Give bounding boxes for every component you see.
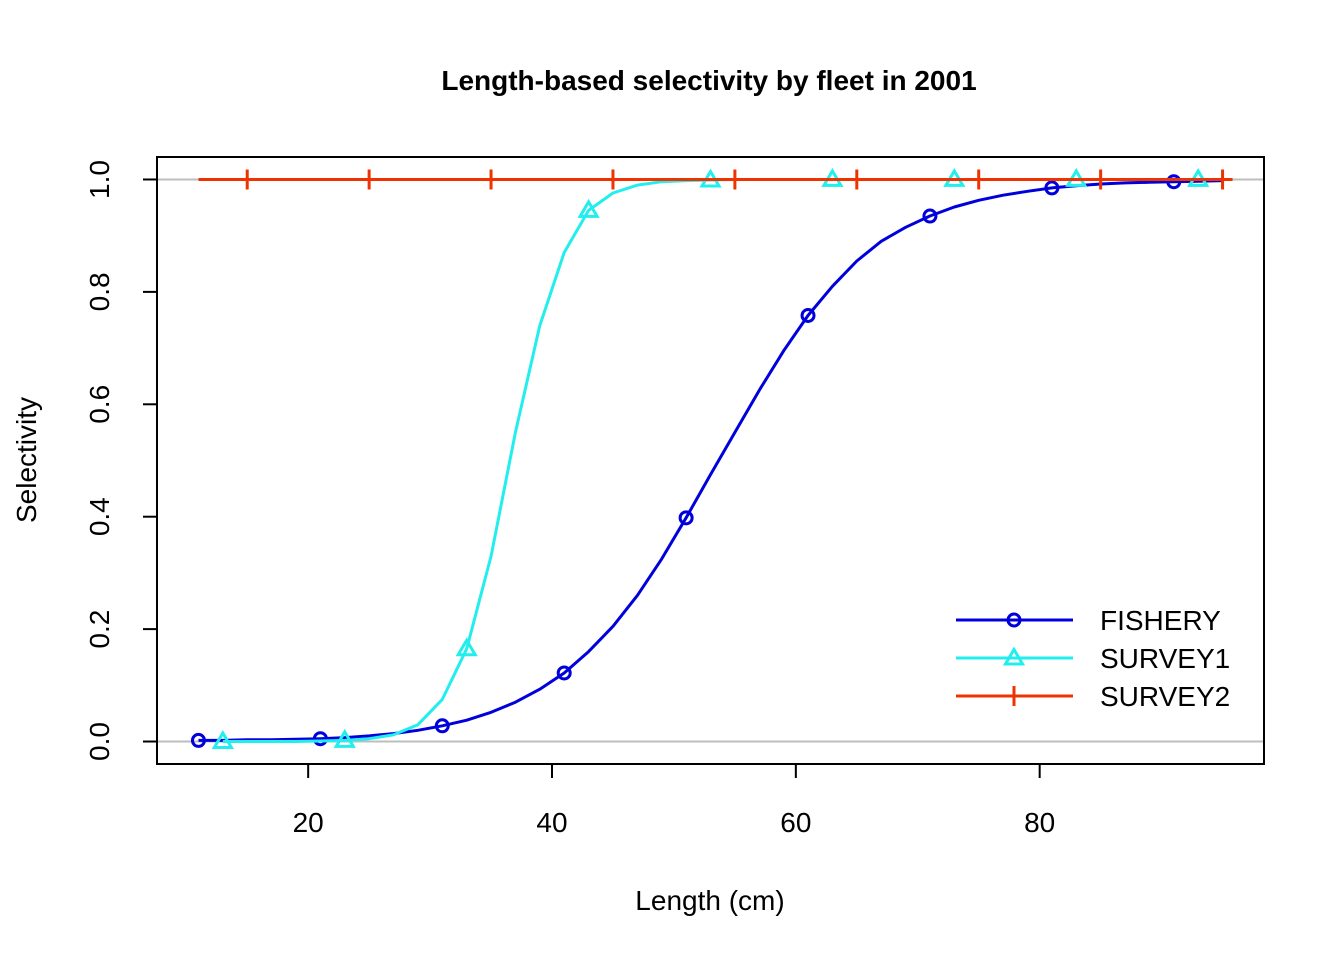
data-point-fishery bbox=[922, 208, 938, 224]
y-tick-label: 0.4 bbox=[84, 497, 115, 536]
data-point-fishery bbox=[190, 732, 206, 748]
y-tick-label: 0.8 bbox=[84, 272, 115, 311]
y-tick-label: 0.0 bbox=[84, 722, 115, 761]
x-axis-label: Length (cm) bbox=[635, 885, 784, 916]
y-tick-label: 0.2 bbox=[84, 610, 115, 649]
data-point-survey2 bbox=[724, 169, 745, 190]
data-point-survey2 bbox=[359, 169, 380, 190]
data-point-survey1 bbox=[455, 637, 478, 657]
chart-title: Length-based selectivity by fleet in 200… bbox=[441, 65, 976, 96]
data-point-survey2 bbox=[846, 169, 867, 190]
legend-label-survey2: SURVEY2 bbox=[1100, 681, 1230, 712]
data-point-fishery bbox=[312, 731, 328, 747]
data-point-survey2 bbox=[1090, 169, 1111, 190]
data-point-fishery bbox=[1044, 180, 1060, 196]
legend-label-survey1: SURVEY1 bbox=[1100, 643, 1230, 674]
data-point-survey2 bbox=[481, 169, 502, 190]
data-point-survey2 bbox=[1212, 169, 1233, 190]
series-layer bbox=[190, 168, 1233, 749]
y-axis-label: Selectivity bbox=[11, 397, 42, 523]
data-point-survey2 bbox=[602, 169, 623, 190]
data-point-fishery bbox=[800, 307, 816, 323]
plot-frame bbox=[156, 156, 1265, 765]
x-axis: 20 40 60 80 bbox=[293, 763, 1055, 838]
data-point-fishery bbox=[556, 665, 572, 681]
y-tick-label: 0.6 bbox=[84, 385, 115, 424]
data-point-fishery bbox=[678, 510, 694, 526]
y-tick-label: 1.0 bbox=[84, 160, 115, 199]
data-point-fishery bbox=[434, 718, 450, 734]
series-fishery bbox=[190, 174, 1223, 748]
series-survey2 bbox=[198, 169, 1233, 190]
x-tick-label: 80 bbox=[1024, 807, 1055, 838]
data-point-survey2 bbox=[968, 169, 989, 190]
legend: FISHERY SURVEY1 SURVEY2 bbox=[956, 605, 1230, 712]
legend-marker-survey2 bbox=[1004, 686, 1024, 706]
legend-marker-survey1 bbox=[1002, 646, 1026, 666]
x-tick-label: 20 bbox=[293, 807, 324, 838]
series-line-fishery bbox=[198, 179, 1223, 742]
data-point-fishery bbox=[1166, 174, 1182, 190]
data-point-survey2 bbox=[237, 169, 258, 190]
x-tick-label: 40 bbox=[536, 807, 567, 838]
y-axis: 0.0 0.2 0.4 0.6 0.8 1.0 bbox=[84, 160, 158, 761]
x-tick-label: 60 bbox=[780, 807, 811, 838]
legend-marker-fishery bbox=[1006, 612, 1022, 628]
data-point-survey1 bbox=[333, 728, 356, 748]
legend-label-fishery: FISHERY bbox=[1100, 605, 1221, 636]
data-point-survey1 bbox=[577, 198, 600, 218]
reference-lines bbox=[157, 178, 1264, 743]
data-point-survey1 bbox=[211, 730, 234, 749]
